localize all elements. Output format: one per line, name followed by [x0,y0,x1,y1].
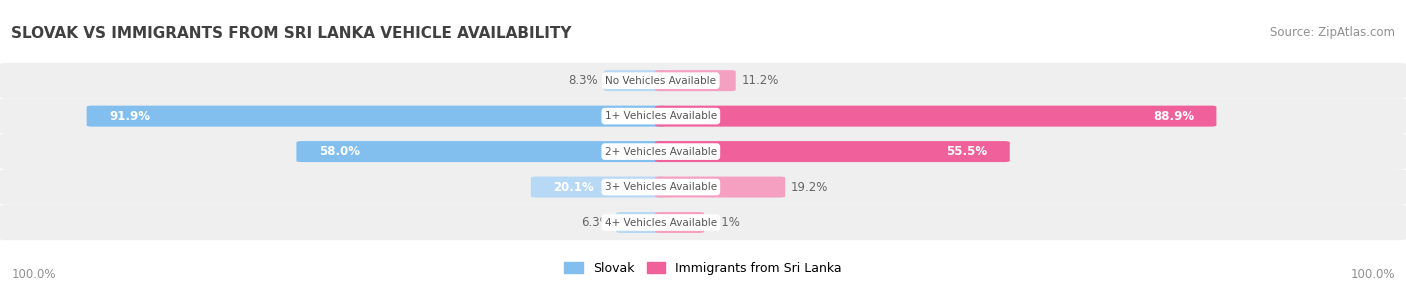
FancyBboxPatch shape [655,70,735,91]
Text: 88.9%: 88.9% [1153,110,1194,123]
Text: 58.0%: 58.0% [319,145,360,158]
FancyBboxPatch shape [531,176,666,198]
Text: 8.3%: 8.3% [568,74,598,87]
FancyBboxPatch shape [297,141,666,162]
Text: 6.3%: 6.3% [581,216,610,229]
Text: 2+ Vehicles Available: 2+ Vehicles Available [605,147,717,156]
Text: 3+ Vehicles Available: 3+ Vehicles Available [605,182,717,192]
Text: SLOVAK VS IMMIGRANTS FROM SRI LANKA VEHICLE AVAILABILITY: SLOVAK VS IMMIGRANTS FROM SRI LANKA VEHI… [11,26,572,41]
Text: No Vehicles Available: No Vehicles Available [606,76,716,86]
FancyBboxPatch shape [0,98,1406,134]
Text: 20.1%: 20.1% [554,180,595,194]
Text: 91.9%: 91.9% [110,110,150,123]
Text: 100.0%: 100.0% [1350,268,1395,281]
FancyBboxPatch shape [0,63,1406,98]
Text: 19.2%: 19.2% [790,180,828,194]
FancyBboxPatch shape [655,141,1010,162]
Text: 100.0%: 100.0% [11,268,56,281]
FancyBboxPatch shape [655,106,1216,127]
Text: Source: ZipAtlas.com: Source: ZipAtlas.com [1270,26,1395,39]
FancyBboxPatch shape [0,205,1406,240]
FancyBboxPatch shape [603,70,666,91]
Legend: Slovak, Immigrants from Sri Lanka: Slovak, Immigrants from Sri Lanka [560,257,846,280]
FancyBboxPatch shape [87,106,666,127]
Text: 4+ Vehicles Available: 4+ Vehicles Available [605,218,717,227]
Text: 55.5%: 55.5% [946,145,987,158]
FancyBboxPatch shape [0,169,1406,205]
Text: 1+ Vehicles Available: 1+ Vehicles Available [605,111,717,121]
FancyBboxPatch shape [616,212,666,233]
FancyBboxPatch shape [655,176,785,198]
Text: 11.2%: 11.2% [741,74,779,87]
FancyBboxPatch shape [655,212,704,233]
FancyBboxPatch shape [0,134,1406,169]
Text: 6.1%: 6.1% [710,216,740,229]
